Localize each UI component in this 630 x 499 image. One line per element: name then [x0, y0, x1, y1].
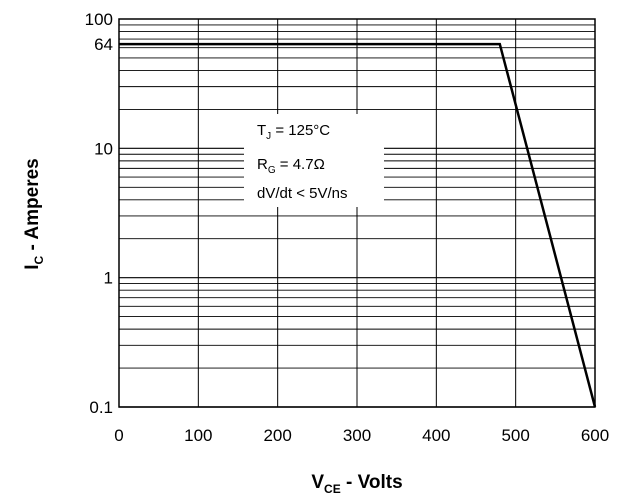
annotation-line-2: RG = 4.7Ω: [257, 156, 325, 176]
y-tick-label: 100: [85, 10, 113, 29]
annotation-line-1: TJ = 125°C: [257, 122, 330, 142]
y-tick-label: 10: [94, 139, 113, 158]
y-axis-title: IC - Amperes: [22, 158, 46, 269]
x-tick-label: 500: [501, 426, 529, 445]
series: [119, 42, 597, 408]
x-tick-label: 200: [263, 426, 291, 445]
series-line: [119, 42, 597, 408]
x-tick-label: 300: [343, 426, 371, 445]
annotation-box: TJ = 125°C RG = 4.7Ω dV/dt < 5V/ns: [244, 114, 384, 207]
grid: [118, 19, 596, 408]
annotation-line-3: dV/dt < 5V/ns: [257, 185, 347, 202]
y-tick-label: 64: [94, 35, 113, 54]
y-tick-label: 0.1: [89, 398, 113, 417]
x-tick-label: 400: [422, 426, 450, 445]
x-tick-label: 600: [581, 426, 609, 445]
annotation-background: [244, 114, 384, 207]
y-tick-labels: 0.1 1 10 64 100: [85, 10, 113, 417]
x-tick-labels: 0 100 200 300 400 500 600: [114, 426, 609, 445]
x-axis-title: VCE - Volts: [311, 472, 402, 496]
x-tick-label: 0: [114, 426, 123, 445]
plot-frame: [118, 18, 596, 408]
y-tick-label: 1: [104, 269, 113, 288]
x-tick-label: 100: [184, 426, 212, 445]
